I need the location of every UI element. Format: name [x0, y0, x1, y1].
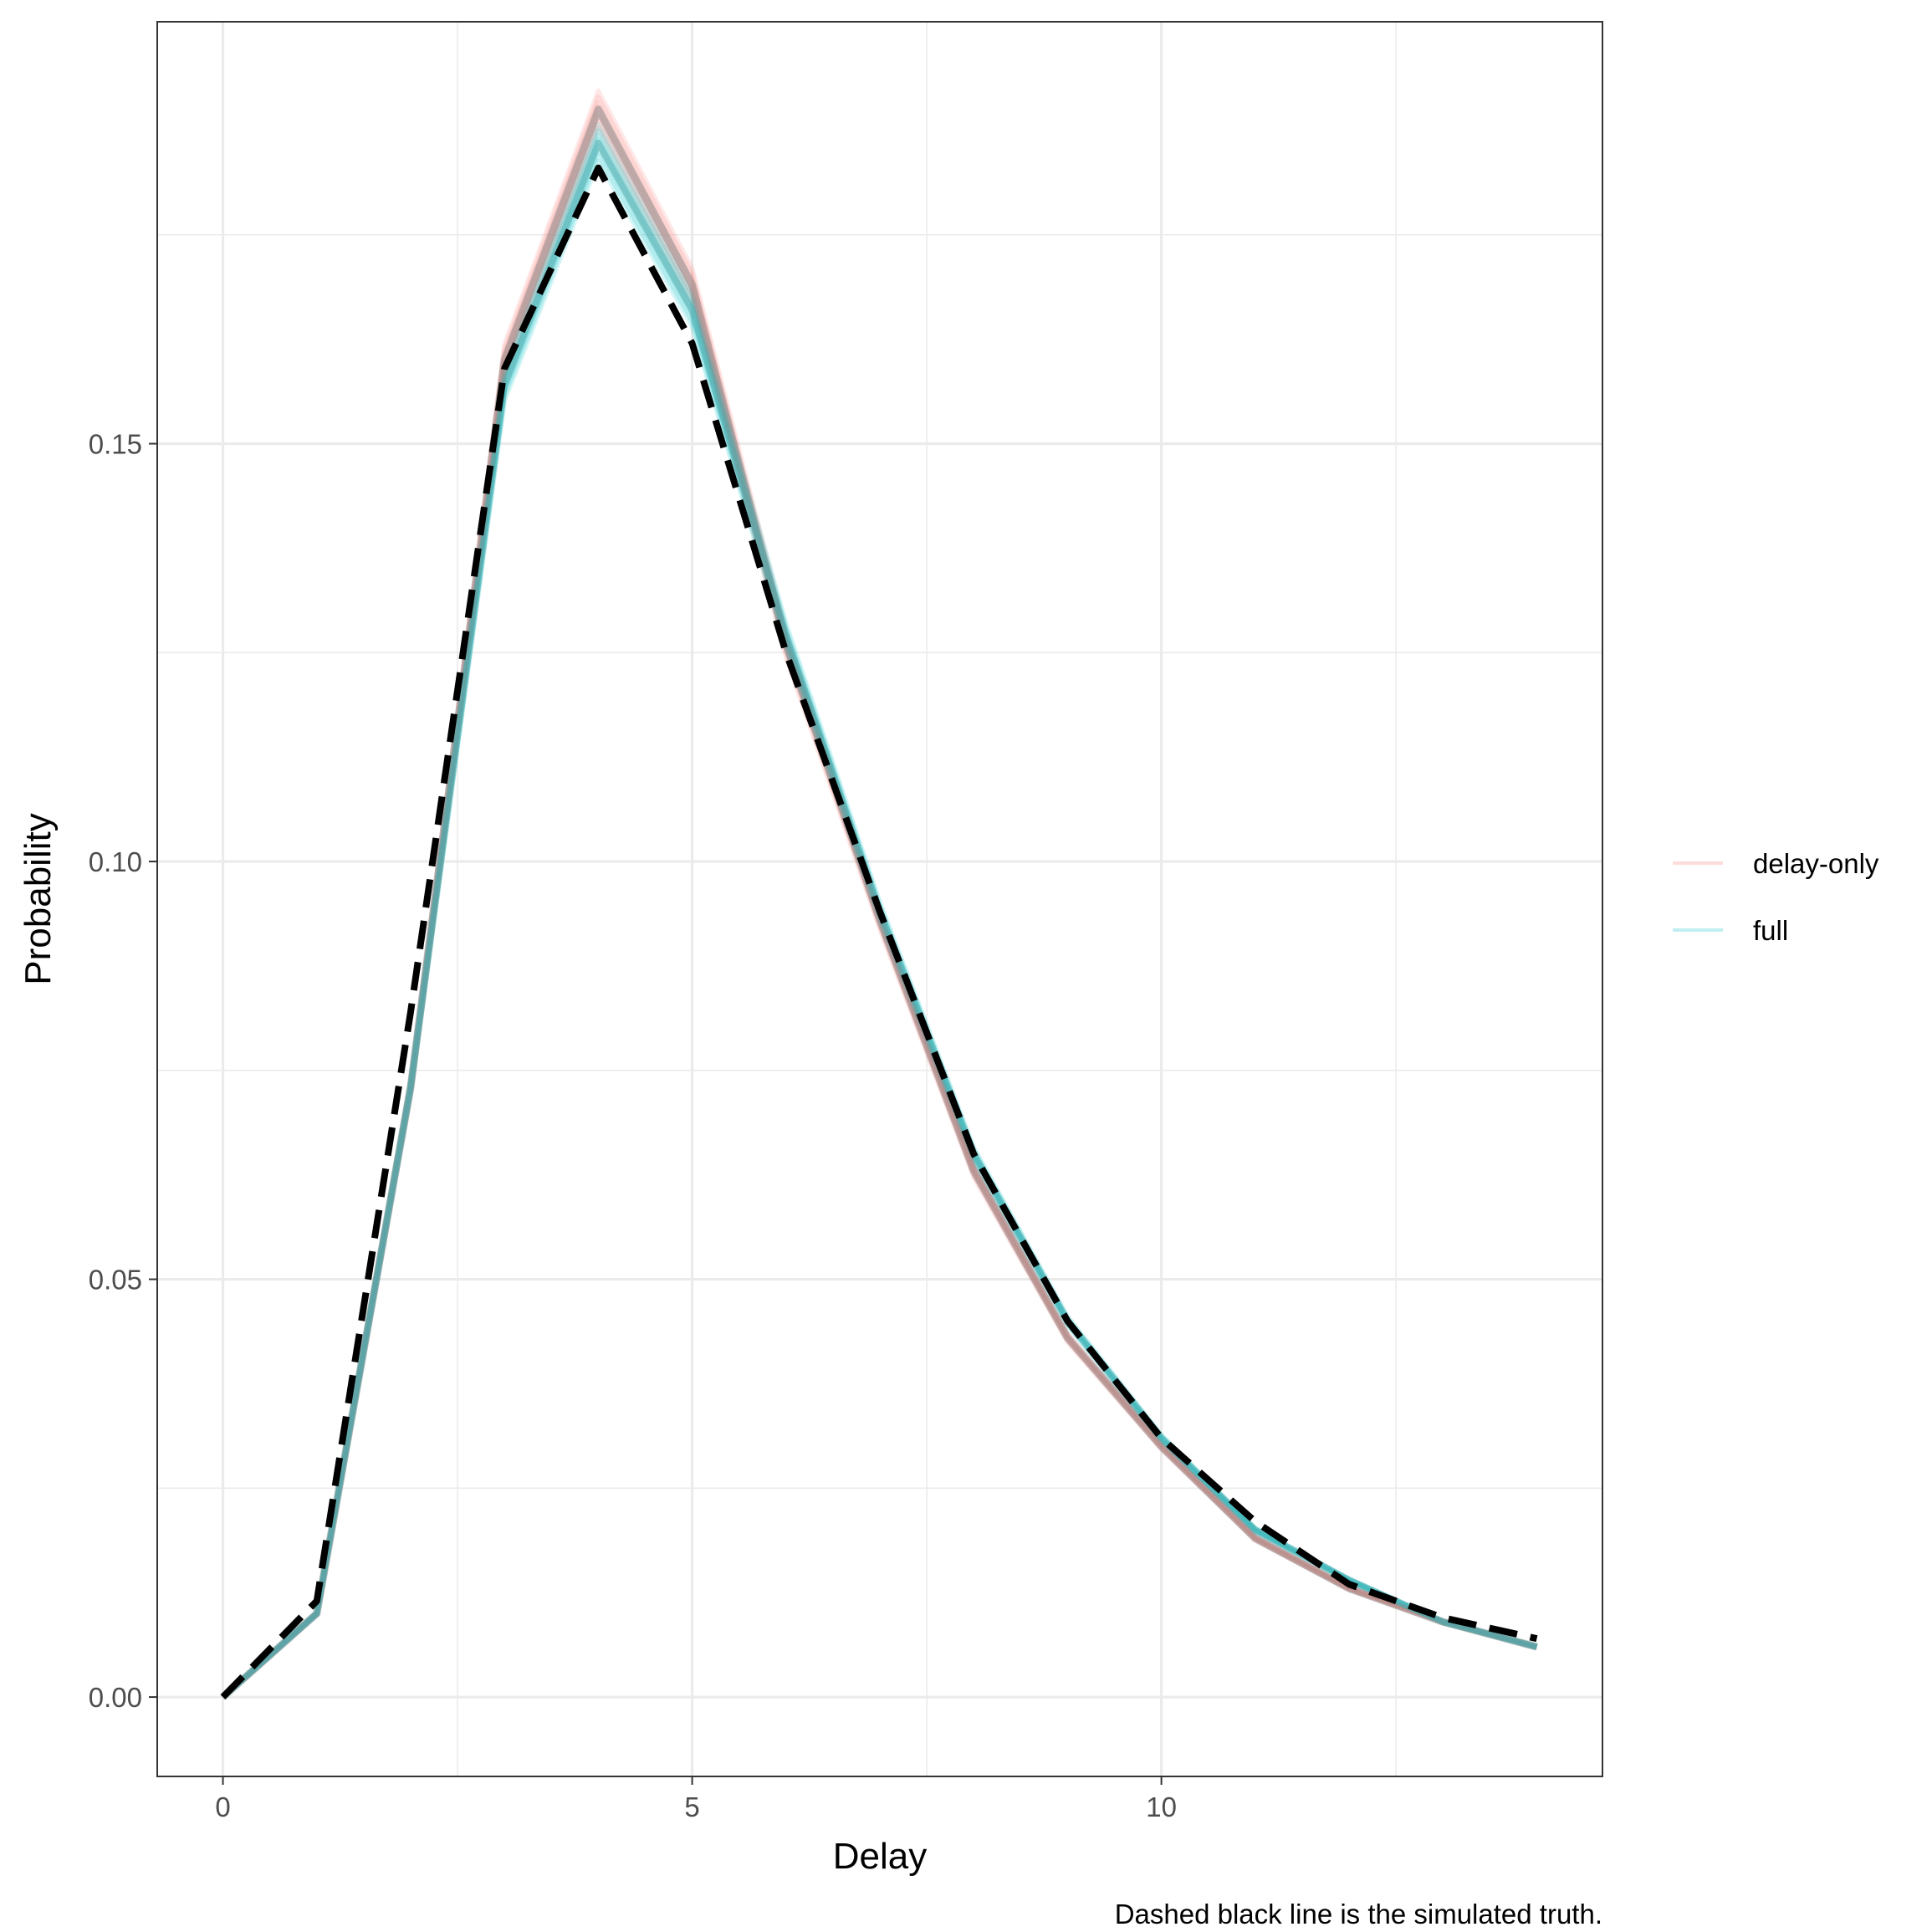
legend-label-delay-only: delay-only: [1753, 848, 1879, 879]
legend: delay-only full: [1673, 848, 1879, 946]
axis-ticks: 0.00 0.05 0.10 0.15 0 5 10: [89, 429, 1177, 1822]
y-tick-label: 0.15: [89, 429, 142, 460]
y-tick-label: 0.10: [89, 846, 142, 877]
y-axis-title: Probability: [18, 813, 59, 984]
series-lines: [220, 88, 1538, 1700]
series-line-simulated-truth: [220, 164, 1538, 1699]
y-tick-label: 0.00: [89, 1682, 142, 1713]
x-tick-label: 0: [215, 1791, 230, 1822]
x-tick-label: 10: [1146, 1791, 1177, 1822]
caption: Dashed black line is the simulated truth…: [1115, 1899, 1602, 1929]
legend-label-full: full: [1753, 915, 1788, 946]
grid-lines: [157, 22, 1602, 1776]
panel-border: [156, 21, 1603, 1777]
x-axis-title: Delay: [833, 1836, 928, 1877]
x-tick-label: 5: [684, 1791, 699, 1822]
y-tick-label: 0.05: [89, 1265, 142, 1296]
